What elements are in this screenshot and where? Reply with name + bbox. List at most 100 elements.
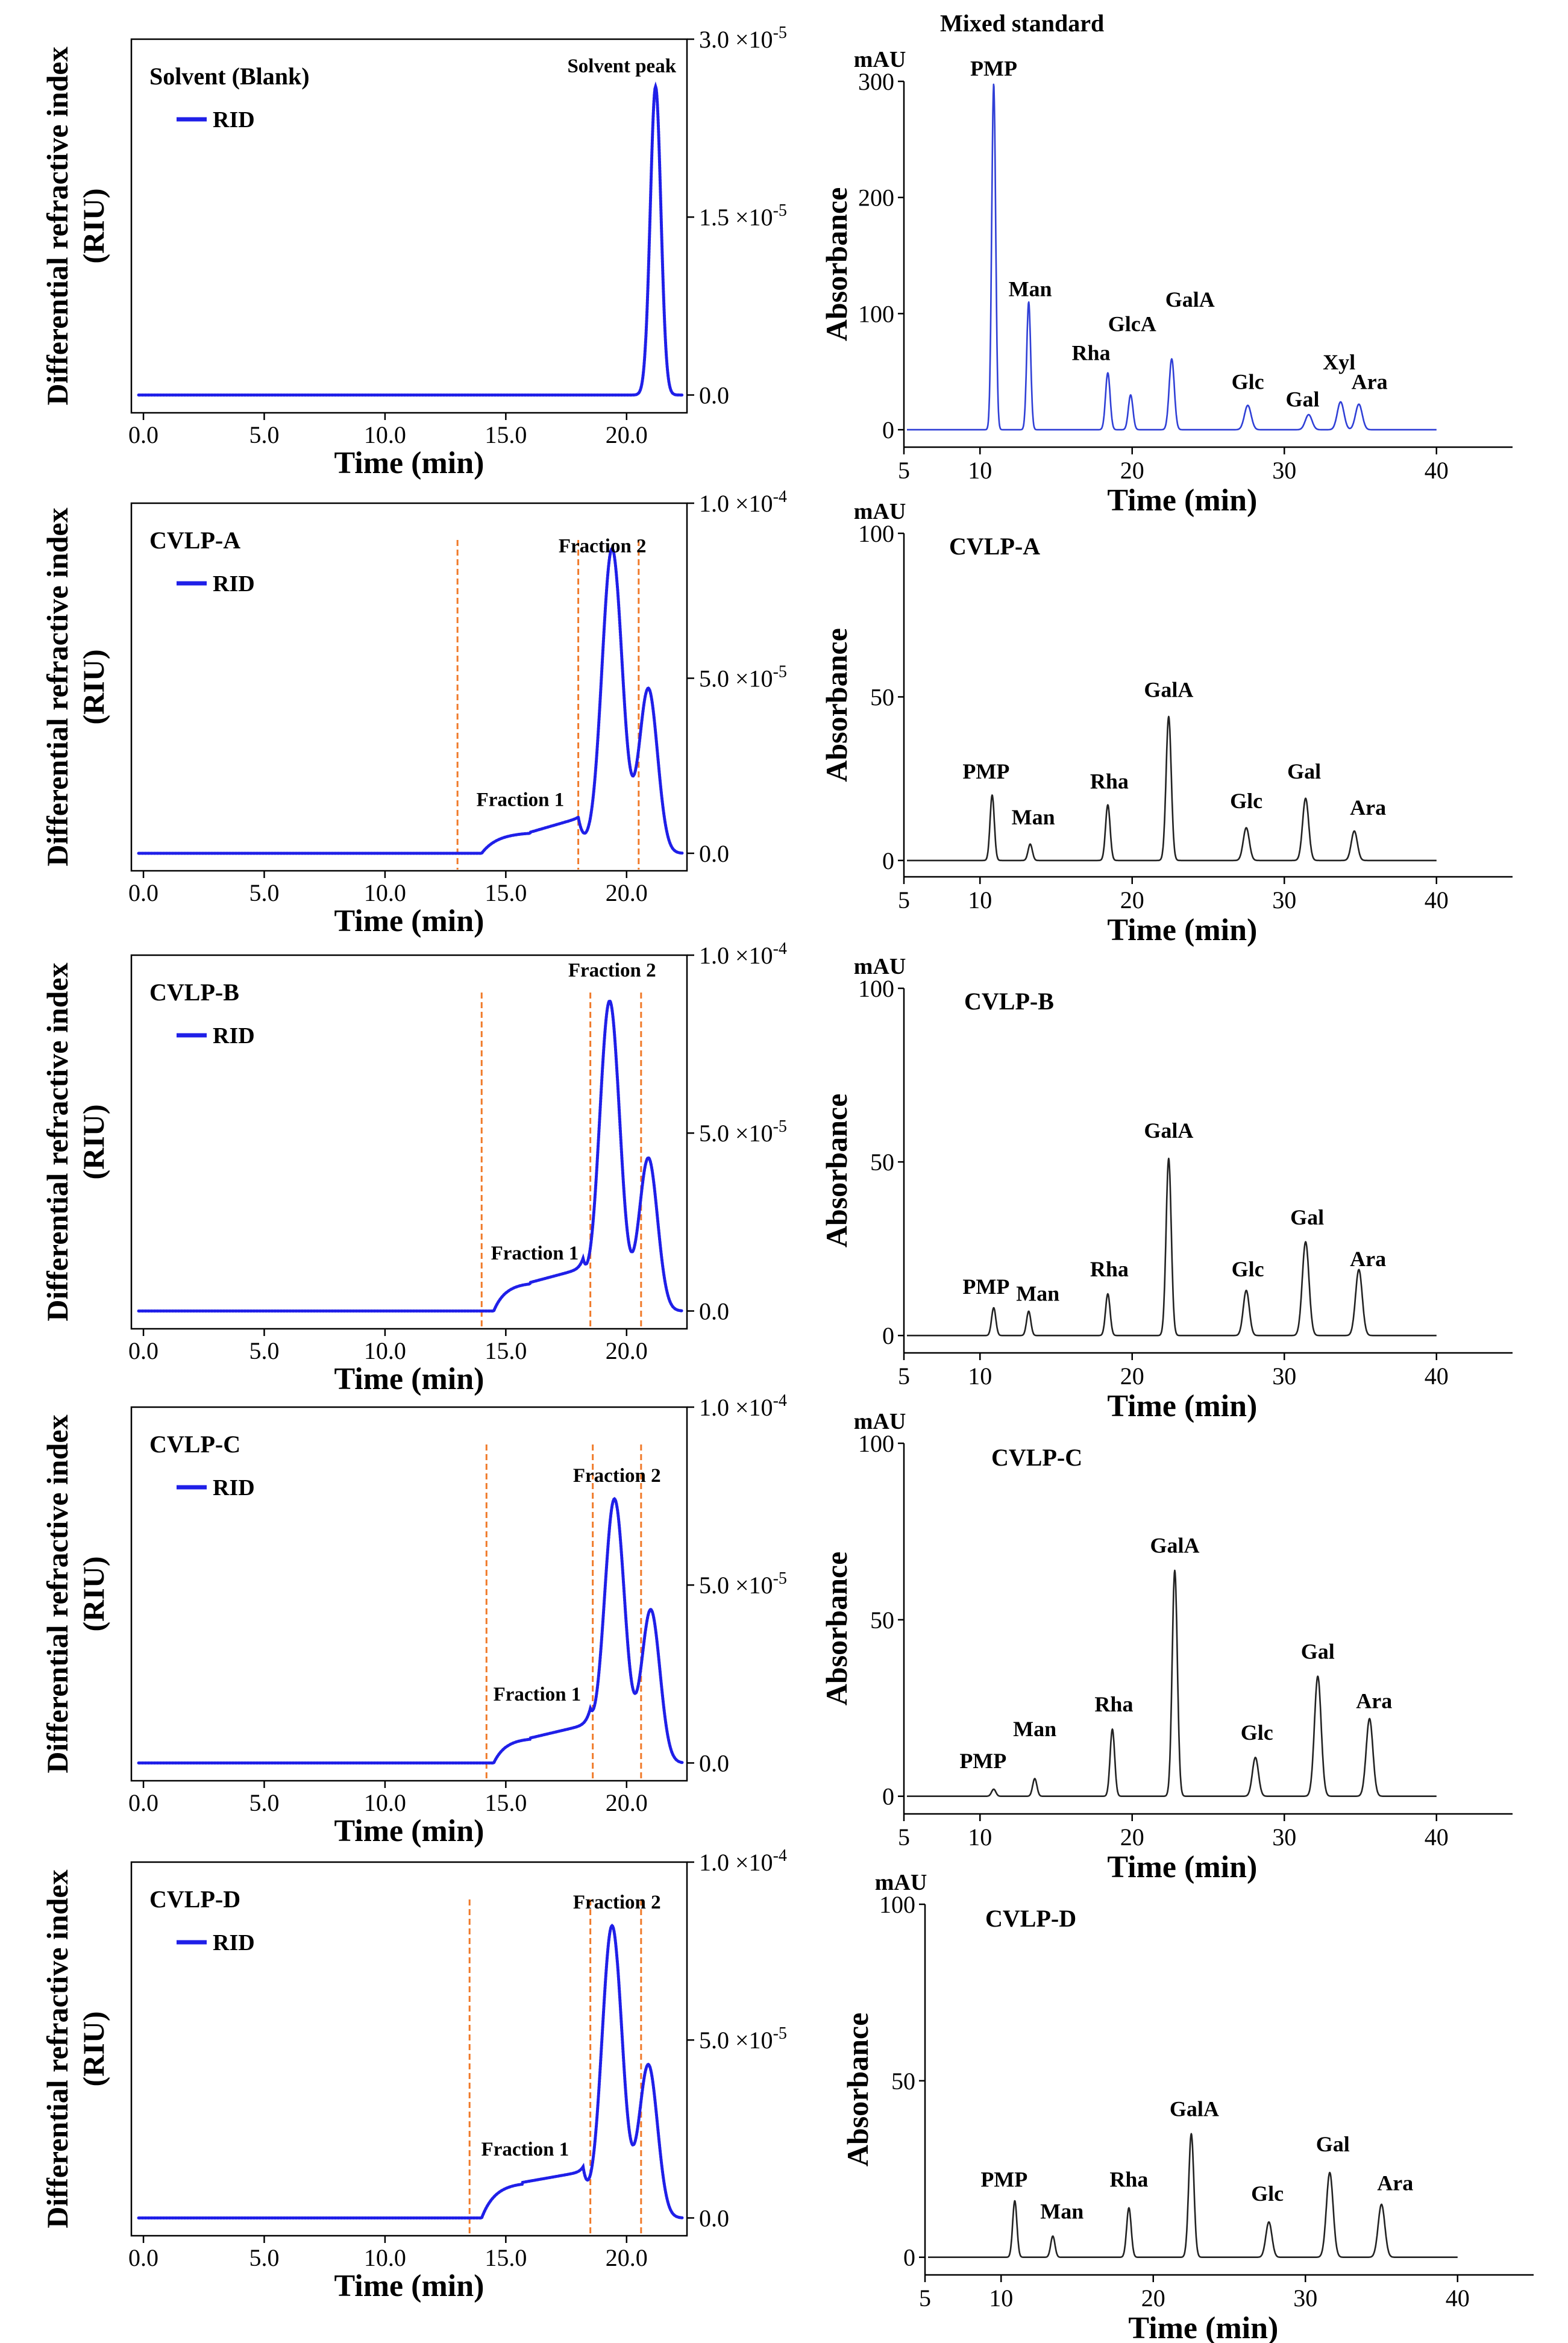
hplc-panel-3-peak-label: GalA — [1144, 1118, 1193, 1143]
hplc-panel-4-peak-label: PMP — [959, 1749, 1006, 1773]
rid-panel-4-legend-label: RID — [213, 1475, 255, 1501]
hplc-panel-4-peak-label: GalA — [1150, 1534, 1199, 1558]
hplc-panel-1-ytick-label: 200 — [858, 184, 894, 212]
rid-panel-3-xtick-label: 10.0 — [364, 1337, 406, 1364]
hplc-panel-1-xtick-label: 10 — [968, 457, 992, 484]
hplc-panel-4-peak-label: Rha — [1094, 1692, 1133, 1716]
rid-panel-1-xtick-label: 15.0 — [485, 421, 527, 448]
rid-panel-2-ytick-label: 5.0 ×10-5 — [699, 662, 787, 692]
hplc-panel-2-peak-label: Gal — [1287, 759, 1321, 783]
rid-panel-5-ytick-label: 0.0 — [699, 2204, 729, 2232]
hplc-panel-3-peak-label: PMP — [962, 1275, 1009, 1299]
hplc-panel-5-peak-label: Glc — [1251, 2181, 1284, 2206]
rid-panel-2-y-axis-title: Differential refractive index — [40, 507, 74, 866]
hplc-panel-4-peak-label: Ara — [1356, 1689, 1392, 1713]
hplc-panel-1-xtick-label: 30 — [1272, 457, 1296, 484]
rid-panel-2-xtick-label: 0.0 — [128, 879, 158, 906]
rid-panel-1-title: Solvent (Blank) — [149, 63, 310, 90]
hplc-panel-4-xtick-label: 5 — [898, 1824, 910, 1851]
rid-panel-2-xtick-label: 5.0 — [249, 879, 279, 906]
hplc-panel-5-peak-label: Ara — [1377, 2171, 1413, 2195]
rid-panel-3-xtick-label: 5.0 — [249, 1337, 279, 1364]
hplc-panel-2-peak-label: Glc — [1230, 789, 1262, 813]
hplc-panel-5-ytick-label: 100 — [879, 1891, 915, 1918]
hplc-panel-1-peak-label: Xyl — [1323, 350, 1355, 374]
hplc-panel-3-xtick-label: 20 — [1120, 1363, 1144, 1390]
hplc-panel-3-xtick-label: 10 — [968, 1363, 992, 1390]
rid-panel-5-frame — [130, 1861, 688, 2237]
hplc-panel-1-peak-label: Rha — [1072, 340, 1111, 365]
hplc-panel-1-title: Mixed standard — [940, 10, 1104, 37]
rid-panel-4-y-axis-unit: (RIU) — [77, 1557, 110, 1632]
hplc-panel-2-ytick-label: 0 — [882, 847, 894, 874]
hplc-panel-1-xtick-label: 40 — [1425, 457, 1449, 484]
rid-panel-5-ytick-label: 5.0 ×10-5 — [699, 2024, 787, 2054]
hplc-panel-5-xtick-label: 40 — [1446, 2285, 1470, 2312]
hplc-panel-4-trace — [906, 1569, 1437, 1797]
hplc-panel-1-peak-label: Man — [1009, 277, 1052, 301]
rid-panel-2-ytick-label: 1.0 ×10-4 — [699, 488, 787, 517]
hplc-panel-5-xtick-label: 30 — [1293, 2285, 1317, 2312]
hplc-panel-2-y-axis-title: Absorbance — [820, 628, 853, 782]
rid-panel-2-title: CVLP-A — [149, 527, 240, 554]
hplc-panel-3-xtick-label: 40 — [1425, 1363, 1449, 1390]
hplc-panel-5-ytick-label: 0 — [903, 2244, 915, 2271]
hplc-panel-2-xtick-label: 10 — [968, 886, 992, 914]
hplc-panel-3-x-axis-title: Time (min) — [1107, 1389, 1257, 1423]
hplc-panel-4-xtick-label: 10 — [968, 1824, 992, 1851]
hplc-panel-4-ytick-label: 100 — [858, 1430, 894, 1457]
hplc-panel-3-ytick-label: 100 — [858, 975, 894, 1002]
rid-panel-3-ytick-label: 5.0 ×10-5 — [699, 1117, 787, 1147]
rid-panel-3-y-axis-unit: (RIU) — [77, 1105, 110, 1180]
hplc-panel-1-trace — [906, 83, 1437, 431]
rid-panel-1-frame — [130, 38, 688, 414]
hplc-panel-4-peak-label: Glc — [1241, 1720, 1273, 1745]
rid-panel-2-fraction-label: Fraction 1 — [477, 789, 565, 811]
hplc-panel-2-x-axis-title: Time (min) — [1107, 913, 1257, 947]
rid-panel-3-ytick-label: 1.0 ×10-4 — [699, 939, 787, 969]
hplc-panel-2-unit: mAU — [854, 499, 906, 524]
hplc-panel-5-ytick-label: 50 — [891, 2068, 915, 2095]
hplc-panel-1-ytick-label: 300 — [858, 68, 894, 95]
rid-panel-5-y-axis-title: Differential refractive index — [40, 1869, 74, 2228]
rid-panel-3-xtick-label: 15.0 — [485, 1337, 527, 1364]
rid-panel-5-xtick-label: 5.0 — [249, 2244, 279, 2271]
rid-panel-4-fraction-label: Fraction 1 — [494, 1684, 582, 1705]
rid-panel-5-xtick-label: 20.0 — [606, 2244, 648, 2271]
hplc-panel-5-unit: mAU — [875, 1870, 927, 1895]
hplc-panel-2-ytick-label: 100 — [858, 520, 894, 547]
rid-panel-1-legend-label: RID — [213, 107, 255, 133]
rid-panel-3-fraction-label: Fraction 1 — [491, 1243, 579, 1264]
hplc-panel-3-peak-label: Glc — [1232, 1257, 1264, 1281]
hplc-panel-2-peak-label: Ara — [1350, 795, 1386, 820]
rid-panel-1-ytick-label: 1.5 ×10-5 — [699, 201, 787, 231]
hplc-panel-4-peak-label: Gal — [1301, 1639, 1335, 1663]
hplc-panel-2-ytick-label: 50 — [870, 683, 894, 710]
rid-panel-2-rid-trace — [137, 546, 684, 855]
hplc-panel-2-xtick-label: 40 — [1425, 886, 1449, 914]
rid-panel-1-peak-label: Solvent peak — [567, 55, 676, 77]
hplc-panel-4-x-axis-title: Time (min) — [1107, 1850, 1257, 1884]
rid-panel-5-xtick-label: 10.0 — [364, 2244, 406, 2271]
rid-panel-4-title: CVLP-C — [149, 1431, 240, 1458]
hplc-panel-5-peak-label: Gal — [1316, 2132, 1350, 2156]
rid-panel-1-xtick-label: 5.0 — [249, 421, 279, 448]
hplc-panel-3-trace — [906, 1158, 1437, 1337]
hplc-panel-1-peak-label: PMP — [970, 56, 1017, 80]
rid-panel-1-y-axis-title: Differential refractive index — [40, 46, 74, 405]
hplc-panel-2-trace — [906, 715, 1437, 862]
hplc-panel-4-xtick-label: 20 — [1120, 1824, 1144, 1851]
rid-panel-5-x-axis-title: Time (min) — [334, 2269, 485, 2303]
rid-panel-4-xtick-label: 20.0 — [606, 1789, 648, 1816]
rid-panel-2-y-axis-unit: (RIU) — [77, 650, 110, 725]
hplc-panel-1-y-axis-title: Absorbance — [820, 187, 853, 342]
hplc-panel-1-peak-label: GalA — [1165, 287, 1215, 312]
hplc-panel-2-xtick-label: 30 — [1272, 886, 1296, 914]
hplc-panel-3-y-axis-title: Absorbance — [820, 1094, 853, 1248]
rid-panel-5-y-axis-unit: (RIU) — [77, 2012, 110, 2087]
hplc-panel-4-ytick-label: 50 — [870, 1607, 894, 1634]
hplc-panel-1-x-axis-title: Time (min) — [1107, 483, 1257, 518]
rid-panel-3-title: CVLP-B — [149, 979, 239, 1006]
rid-panel-3-y-axis-title: Differential refractive index — [40, 962, 74, 1321]
rid-panel-1-ytick-label: 0.0 — [699, 381, 729, 409]
